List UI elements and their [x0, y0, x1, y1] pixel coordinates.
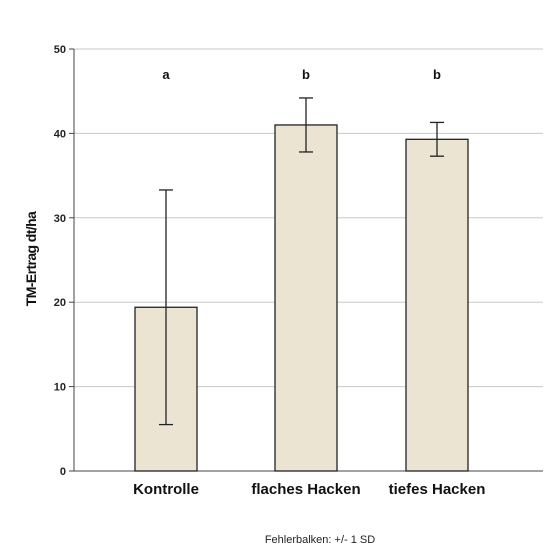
- y-tick-label: 50: [54, 44, 66, 56]
- bar-flaches-hacken: [274, 124, 338, 472]
- x-category-label: tiefes Hacken: [389, 481, 486, 498]
- y-tick-label: 30: [54, 213, 66, 225]
- error-bar: [430, 121, 444, 157]
- error-bar-footnote: Fehlerbalken: +/- 1 SD: [265, 534, 375, 546]
- significance-letter: a: [162, 67, 170, 82]
- y-axis-title: TM-Ertrag dt/ha: [23, 211, 39, 306]
- bar-tiefes-hacken: [405, 138, 469, 472]
- significance-letter: b: [302, 67, 310, 82]
- y-tick-label: 10: [54, 382, 66, 394]
- x-category-label: flaches Hacken: [251, 481, 360, 498]
- error-bar: [299, 97, 313, 153]
- y-tick-label: 0: [60, 466, 66, 478]
- error-bar: [159, 189, 173, 426]
- x-category-label: Kontrolle: [133, 481, 199, 498]
- bars: [134, 124, 469, 472]
- y-tick-label: 20: [54, 297, 66, 309]
- error-bars: [159, 97, 444, 426]
- chart-labels: TM-Ertrag dt/ha Fehlerbalken: +/- 1 SD 0…: [23, 44, 485, 546]
- y-tick-label: 40: [54, 128, 66, 140]
- significance-letter: b: [433, 67, 441, 82]
